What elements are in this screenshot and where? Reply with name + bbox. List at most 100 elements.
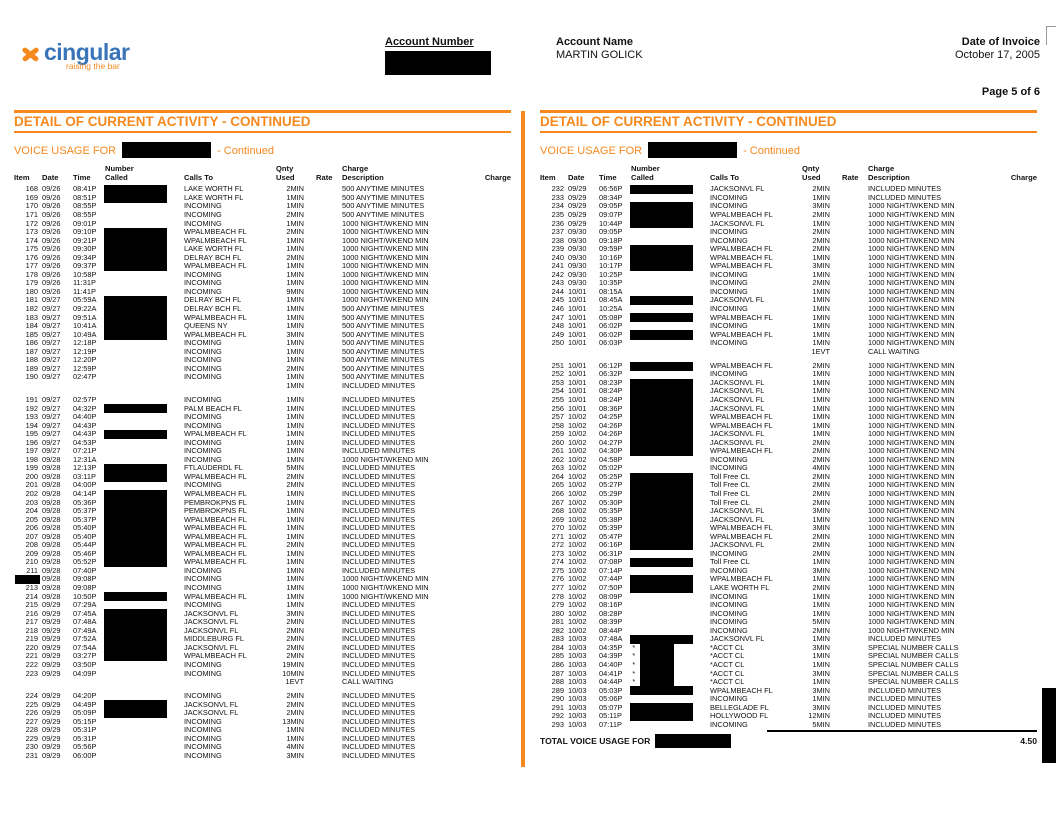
number-redaction-box <box>104 523 167 534</box>
date-cell: 10/03 <box>568 711 587 721</box>
account-name-block: Account Name MARTIN GOLICK <box>556 36 643 62</box>
qnty-used-cell: 1MIN <box>286 355 304 365</box>
number-redaction-box <box>104 643 167 653</box>
time-cell: 05:25P <box>599 471 623 481</box>
description-cell: INCLUDED MINUTES <box>868 711 942 721</box>
description-cell: SPECIAL NUMBER CALLS <box>868 651 959 661</box>
voice-usage-subtitle: VOICE USAGE FOR - Continued <box>14 142 511 159</box>
rate-cell <box>316 709 338 718</box>
time-cell: 08:51P <box>73 192 97 202</box>
number-called-cell <box>104 635 169 645</box>
rate-cell <box>842 430 864 439</box>
charge-cell <box>998 405 1037 414</box>
date-cell: 09/26 <box>42 278 61 288</box>
rate-cell <box>316 490 338 499</box>
charge-cell <box>472 507 511 516</box>
rate-cell <box>842 584 864 593</box>
charge-cell <box>998 712 1037 721</box>
description-cell: 1000 NIGHT/WKEND MIN <box>868 269 955 279</box>
item-cell: 262 <box>551 454 564 464</box>
qnty-used-cell: 2MIN <box>812 540 830 550</box>
item-cell: 264 <box>551 471 564 481</box>
date-cell: 09/26 <box>42 252 61 262</box>
charge-cell <box>472 473 511 482</box>
qnty-used-cell: 2MIN <box>812 625 830 635</box>
date-cell: 09/27 <box>42 312 61 322</box>
description-cell: 1000 NIGHT/WKEND MIN <box>868 403 955 413</box>
qnty-used-cell: 2MIN <box>286 252 304 262</box>
calls-to-cell: INCOMING <box>710 304 748 314</box>
time-cell: 05:40P <box>73 523 97 533</box>
qnty-used-cell: 1MIN <box>812 338 830 348</box>
calls-to-cell: INCOMING <box>184 363 222 373</box>
time-cell: 04:32P <box>73 403 97 413</box>
call-record-row: 224 09/29 04:20P INCOMING 2MIN INCLUDED MINUT… <box>14 692 511 701</box>
rate-cell <box>842 644 864 653</box>
time-cell: 12:13P <box>73 463 97 473</box>
charge-cell <box>472 726 511 735</box>
number-called-cell <box>104 253 169 263</box>
qnty-used-cell: 1MIN <box>812 329 830 339</box>
call-record-row: 172 09/26 09:01P INCOMING 1MIN 1000 NIGHT/WKE… <box>14 219 511 229</box>
description-cell: INCLUDED MINUTES <box>342 523 416 533</box>
rate-cell <box>842 618 864 627</box>
description-cell: 500 ANYTIME MINUTES <box>342 312 425 322</box>
qnty-used-cell: 1MIN <box>812 591 830 601</box>
date-cell: 09/29 <box>568 201 587 211</box>
number-redaction-box <box>630 541 693 551</box>
rate-cell <box>316 245 338 254</box>
charge-cell <box>998 524 1037 533</box>
number-redaction-box <box>104 617 167 628</box>
date-cell: 10/01 <box>568 338 587 348</box>
description-cell: 1000 NIGHT/WKEND MIN <box>868 227 955 237</box>
call-record-row: 195 09/27 04:43P WPALMBEACH FL 1MIN INCLUDED … <box>14 429 511 440</box>
date-cell: 10/02 <box>568 617 587 627</box>
date-cell: 09/28 <box>42 471 61 481</box>
date-cell: 09/27 <box>42 412 61 422</box>
time-cell: 07:29A <box>73 600 97 610</box>
call-record-row: 246 10/01 10:25A INCOMING 1MIN 1000 NIGHT/WKE… <box>540 304 1037 314</box>
call-record-row: 235 09/29 09:07P WPALMBEACH FL 2MIN 1000 NIGH… <box>540 210 1037 220</box>
number-called-cell <box>105 743 169 752</box>
time-cell: 06:03P <box>599 338 623 348</box>
qnty-used-cell: 3MIN <box>812 201 830 211</box>
item-cell: 214 <box>25 591 38 601</box>
rate-cell <box>842 254 864 263</box>
call-record-row: 284 10/03 04:35P * *ACCT CL 3MIN SPECIAL NUMBE… <box>540 643 1037 653</box>
charge-cell <box>472 365 511 374</box>
time-cell: 05:29P <box>599 489 623 499</box>
number-redaction-box <box>630 506 693 516</box>
rate-cell <box>316 533 338 542</box>
description-cell: INCLUDED MINUTES <box>342 733 416 743</box>
number-redaction-box <box>630 395 693 405</box>
qnty-used-cell: 1MIN <box>812 694 830 704</box>
number-called-cell <box>630 575 695 585</box>
number-called-cell <box>105 373 169 382</box>
rate-cell <box>842 279 864 288</box>
charge-cell <box>472 314 511 323</box>
qnty-used-cell: 5MIN <box>286 463 304 473</box>
charge-cell <box>998 362 1037 371</box>
number-called-cell <box>631 721 695 730</box>
charge-cell <box>472 644 511 653</box>
time-cell: 05:11P <box>599 711 622 721</box>
calls-to-cell: INCOMING <box>710 719 748 729</box>
qnty-used-cell: 2MIN <box>286 540 304 550</box>
item-cell: 240 <box>551 252 564 262</box>
number-called-cell <box>630 558 695 568</box>
description-cell: INCLUDED MINUTES <box>342 380 416 390</box>
item-cell: 236 <box>551 218 564 228</box>
number-called-cell <box>631 228 695 237</box>
call-record-row: 184 09/27 10:41A QUEENS NY 1MIN 500 ANYTIME M… <box>14 322 511 332</box>
rate-cell <box>316 202 338 211</box>
date-cell: 09/27 <box>42 429 61 439</box>
description-cell: 1000 NIGHT/WKEND MIN <box>868 210 955 220</box>
time-cell: 10:35P <box>599 278 623 288</box>
call-record-row: 232 09/29 06:56P JACKSONVL FL 2MIN INCLUDED M… <box>540 185 1037 195</box>
time-cell: 10:44P <box>599 218 623 228</box>
description-cell: 1000 NIGHT/WKEND MIN <box>868 548 955 558</box>
number-called-cell <box>631 601 695 610</box>
brand-tagline: raising the bar <box>66 61 120 71</box>
description-cell: INCLUDED MINUTES <box>868 702 942 712</box>
item-cell: 176 <box>25 252 38 262</box>
